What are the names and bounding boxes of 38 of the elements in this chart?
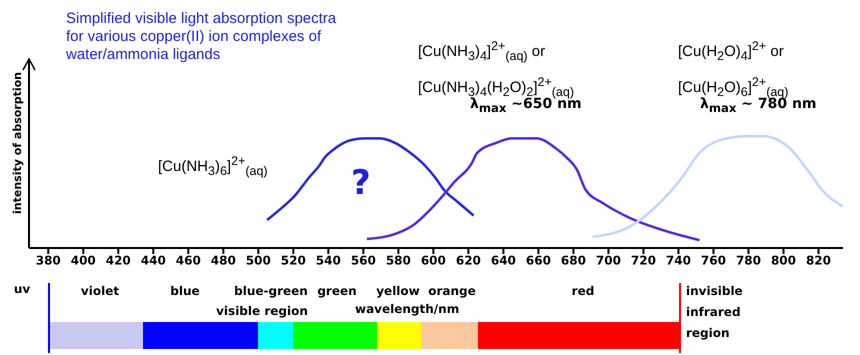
x-tick-label: 400: [70, 254, 96, 268]
x-tick-label: 580: [386, 254, 411, 268]
x-tick-label: 420: [106, 254, 131, 268]
chart-title: Simplified visible light absorption spectra for various copper(II) ion complexes of water/ammonia ligands: [66, 10, 338, 64]
x-tick-label: 680: [560, 254, 586, 268]
x-tick-label: 460: [176, 254, 201, 268]
text: violet: [80, 283, 120, 299]
x-tick-label: 800: [770, 254, 796, 268]
text: blue: [170, 284, 200, 298]
x-tick-label: 440: [140, 254, 166, 268]
text: λ$_{max}$ ~ 780 nm: [700, 96, 817, 115]
x-tick-label: 700: [596, 254, 621, 268]
x-axis-title: wavelength/nm: [354, 302, 460, 316]
text: visible region: [215, 303, 309, 319]
y-axis-title: intensity of absorption: [10, 72, 24, 214]
x-tick-label: 480: [210, 254, 236, 268]
x-tick-label: 720: [630, 254, 656, 268]
text: yellow: [376, 284, 420, 298]
x-tick-label: 540: [316, 254, 341, 268]
x-tick-label: 740: [666, 254, 691, 268]
text: red: [570, 283, 596, 299]
annotation: ?: [351, 163, 371, 203]
text: orange: [428, 284, 476, 298]
x-tick-label: 660: [526, 254, 551, 268]
x-tick-label: 380: [36, 254, 61, 268]
x-tick-label: 560: [350, 254, 376, 268]
x-tick-label: 640: [490, 254, 516, 268]
x-tick-label: 620: [456, 254, 481, 268]
x-tick-label: 780: [736, 254, 761, 268]
text: invisible infrared region: [686, 283, 744, 342]
x-tick-label: 820: [806, 254, 832, 268]
x-tick-label: 600: [420, 254, 446, 268]
x-tick-label: 520: [280, 254, 306, 268]
x-tick-label: 760: [700, 254, 726, 268]
text: blue-green: [234, 284, 308, 298]
text: green: [317, 284, 357, 298]
x-tick-label: 500: [246, 254, 271, 268]
text: uv: [12, 281, 32, 297]
